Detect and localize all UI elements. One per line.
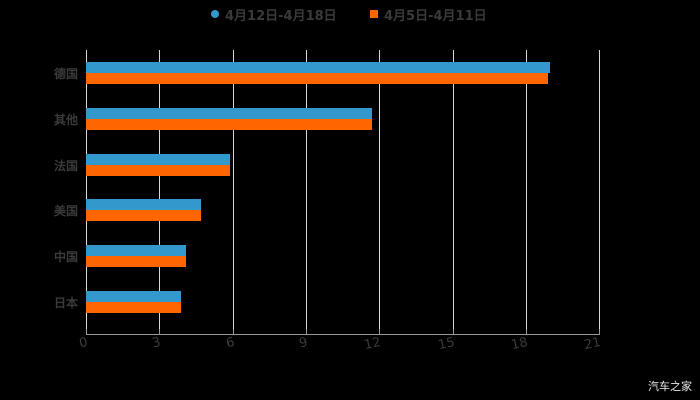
x-tick xyxy=(86,329,87,335)
bar-series-2[interactable] xyxy=(86,119,372,130)
legend-item-series-2[interactable]: 4月5日-4月11日 xyxy=(370,5,487,24)
x-tick xyxy=(453,329,454,335)
x-tick-label: 12 xyxy=(362,335,383,354)
bar-series-2[interactable] xyxy=(86,256,186,267)
x-tick xyxy=(306,329,307,335)
x-tick xyxy=(379,329,380,335)
bar-series-2[interactable] xyxy=(86,73,548,84)
x-axis-line xyxy=(86,334,600,335)
category-label: 其他 xyxy=(53,113,78,127)
x-tick xyxy=(159,329,160,335)
bar-series-2[interactable] xyxy=(86,302,181,313)
gridline xyxy=(233,50,234,335)
category-label: 法国 xyxy=(53,159,78,173)
gridline xyxy=(159,50,160,335)
bar-series-1[interactable] xyxy=(86,245,186,256)
legend-label: 4月5日-4月11日 xyxy=(384,8,487,24)
x-tick-label: 18 xyxy=(509,335,530,354)
legend-item-series-1[interactable]: 4月12日-4月18日 xyxy=(211,5,337,24)
gridline xyxy=(599,50,600,335)
chart-legend: 4月12日-4月18日 4月5日-4月11日 xyxy=(0,5,700,24)
circle-marker-icon xyxy=(211,10,219,18)
bar-series-1[interactable] xyxy=(86,291,181,302)
bar-series-1[interactable] xyxy=(86,199,201,210)
gridline xyxy=(526,50,527,335)
x-tick-label: 15 xyxy=(436,335,457,354)
x-tick xyxy=(599,329,600,335)
category-label: 美国 xyxy=(53,204,78,218)
category-label: 日本 xyxy=(53,296,78,310)
category-label: 中国 xyxy=(53,250,78,264)
square-marker-icon xyxy=(370,10,378,18)
gridline xyxy=(86,50,87,335)
x-tick xyxy=(526,329,527,335)
watermark: 汽车之家 xyxy=(648,380,692,393)
x-tick-label: 21 xyxy=(582,335,603,354)
bar-series-1[interactable] xyxy=(86,62,550,73)
gridline xyxy=(306,50,307,335)
bar-series-2[interactable] xyxy=(86,165,230,176)
legend-label: 4月12日-4月18日 xyxy=(225,8,337,24)
category-label: 德国 xyxy=(53,67,78,81)
x-tick-label: 6 xyxy=(224,335,237,352)
x-tick-label: 0 xyxy=(77,335,90,352)
x-tick-label: 9 xyxy=(297,335,310,352)
bar-series-2[interactable] xyxy=(86,210,201,221)
bar-series-1[interactable] xyxy=(86,154,230,165)
bar-series-1[interactable] xyxy=(86,108,372,119)
x-tick-label: 3 xyxy=(150,335,163,352)
gridline xyxy=(379,50,380,335)
x-tick xyxy=(233,329,234,335)
gridline xyxy=(453,50,454,335)
